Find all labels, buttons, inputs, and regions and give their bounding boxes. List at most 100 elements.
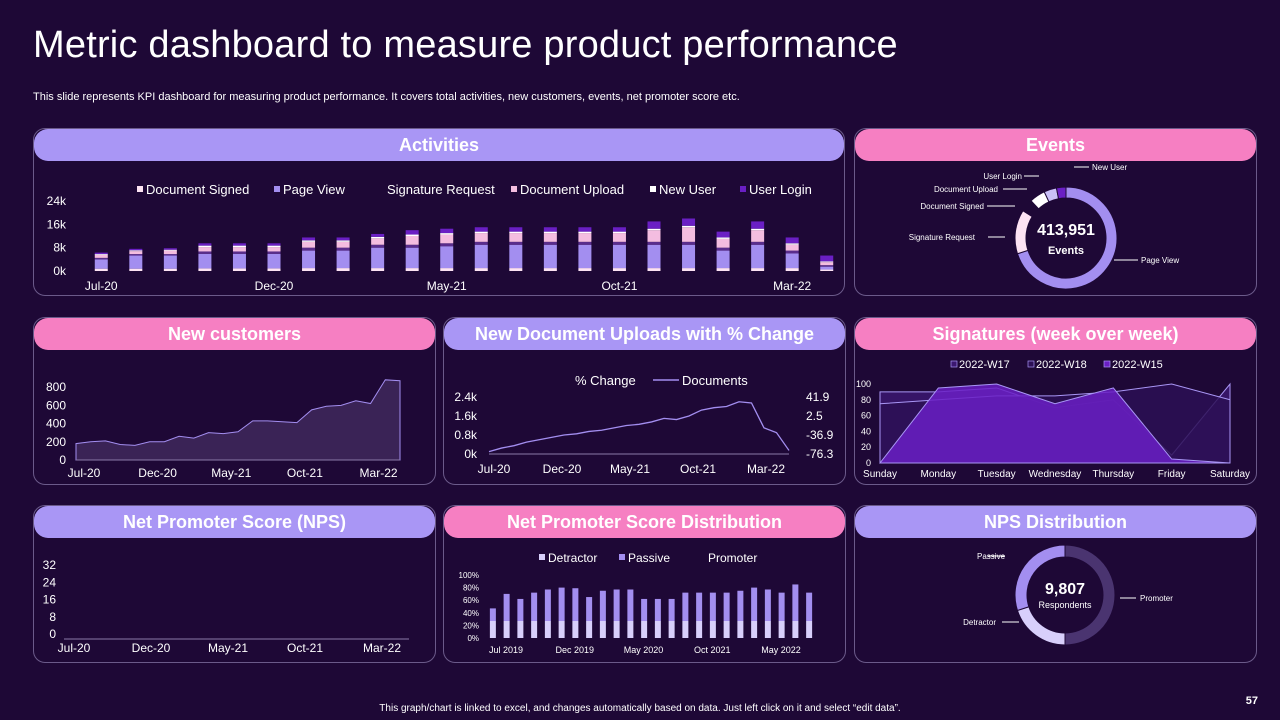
bar-segment [716, 247, 730, 251]
bar-segment [723, 592, 730, 621]
bar-segment [627, 589, 634, 621]
events-total: 413,951 [1037, 222, 1095, 239]
bar-segment [371, 268, 385, 271]
x-tick-label: Jul-20 [85, 279, 118, 293]
nps-header: Net Promoter Score (NPS) [34, 506, 435, 538]
new-customers-header: New customers [34, 318, 435, 350]
x-tick-label: Oct 2021 [694, 645, 731, 655]
bar-segment [612, 244, 626, 269]
events-total-label: Events [1048, 245, 1084, 257]
bar-segment [572, 620, 579, 638]
y-tick-label: 0% [467, 634, 479, 643]
bar-segment [785, 237, 799, 244]
bar-segment [474, 233, 488, 242]
bar-segment [405, 234, 419, 236]
slice-label: User Login [983, 172, 1022, 181]
x-tick-label: Oct-21 [601, 279, 637, 293]
slice-label: Document Signed [920, 202, 984, 211]
bar-segment [785, 250, 799, 254]
x-tick-label: Dec-20 [132, 641, 171, 655]
bar-segment [682, 218, 696, 226]
bar-segment [716, 268, 730, 271]
slice-label: New User [1092, 163, 1127, 172]
legend-label: Detractor [548, 551, 597, 565]
bar-segment [647, 241, 661, 245]
nps-donut-panel: NPS Distribution Promoter Detractor Passiv… [854, 505, 1257, 663]
bar-segment [820, 265, 834, 267]
x-tick-label: Oct-21 [287, 641, 323, 655]
bar-segment [440, 268, 454, 271]
x-tick-label: Sunday [863, 469, 897, 480]
bar-segment [578, 268, 592, 271]
legend-label: User Login [749, 182, 812, 197]
bar-segment [440, 228, 454, 234]
x-tick-label: Oct-21 [680, 462, 716, 476]
activities-panel: Activities Document Signed Page View Signa… [33, 128, 845, 296]
bar-segment [806, 620, 813, 638]
x-tick-label: Dec-20 [255, 279, 294, 293]
bar-segment [820, 262, 834, 266]
legend-label: 2022-W17 [959, 359, 1010, 371]
bar-segment [543, 231, 557, 234]
bar-segment [543, 227, 557, 232]
bar-segment [517, 598, 524, 621]
bar-segment [820, 255, 834, 262]
bar-segment [509, 227, 523, 232]
x-tick-label: Tuesday [978, 469, 1016, 480]
y-tick-label: 200 [46, 435, 66, 449]
events-chart: Page View Signature Request Document Signe… [909, 163, 1179, 290]
bar-segment [302, 250, 316, 269]
bar-segment [544, 620, 551, 638]
bar-segment [198, 247, 212, 252]
signatures-header: Signatures (week over week) [855, 318, 1256, 350]
bar-segment [558, 587, 565, 621]
bar-segment [474, 244, 488, 269]
x-tick-label: Mar-22 [773, 279, 811, 293]
bar-segment [94, 254, 108, 255]
bar-segment [371, 244, 385, 248]
y-tick-label: 8k [53, 241, 67, 255]
y-tick-label: 80% [463, 584, 479, 593]
bar-segment [531, 592, 538, 621]
legend-swatch [274, 186, 280, 192]
new-customers-panel: New customers 0 200 400 600 800 Jul-20 Dec-20 M… [33, 317, 436, 485]
bar-segment [129, 251, 143, 255]
bar-segment [94, 254, 108, 258]
bar-segment [129, 250, 143, 252]
bar-segment [820, 261, 834, 263]
bar-segment [709, 592, 716, 621]
bar-segment [198, 251, 212, 254]
bar-segment [302, 240, 316, 242]
y-tick-label: 20% [463, 621, 479, 630]
y-tick-label: 16k [47, 217, 67, 231]
legend-label: Documents [682, 373, 748, 388]
bar-segment [474, 227, 488, 232]
x-tick-label: Friday [1158, 469, 1186, 480]
uploads-panel: New Document Uploads with % Change % Cha… [443, 317, 846, 485]
bar-segment [163, 249, 177, 251]
bar-segment [778, 592, 785, 621]
bar-segment [94, 257, 108, 260]
bar-segment [627, 620, 634, 638]
bar-segment [267, 247, 281, 252]
y-tick-label: 40% [463, 609, 479, 618]
y-tick-label: 100% [459, 571, 479, 580]
bar-segment [371, 236, 385, 239]
bar-segment [751, 244, 765, 269]
x-tick-label: May-21 [427, 279, 467, 293]
uploads-header: New Document Uploads with % Change [444, 318, 845, 350]
legend-label: Document Signed [146, 182, 249, 197]
legend-label: 2022-W18 [1036, 359, 1087, 371]
y-tick-label: 2.4k [454, 390, 478, 404]
y-tick-label: 60 [861, 411, 871, 421]
bar-segment [682, 620, 689, 638]
y-tick-label: 40 [861, 426, 871, 436]
bar-segment [198, 245, 212, 248]
bar-segment [543, 244, 557, 269]
y-tick-label: 32 [43, 558, 57, 572]
legend-swatch [1027, 360, 1035, 368]
bar-segment [778, 620, 785, 638]
bar-segment [336, 237, 350, 241]
bar-segment [751, 241, 765, 245]
y-tick-label: 24 [43, 575, 57, 589]
